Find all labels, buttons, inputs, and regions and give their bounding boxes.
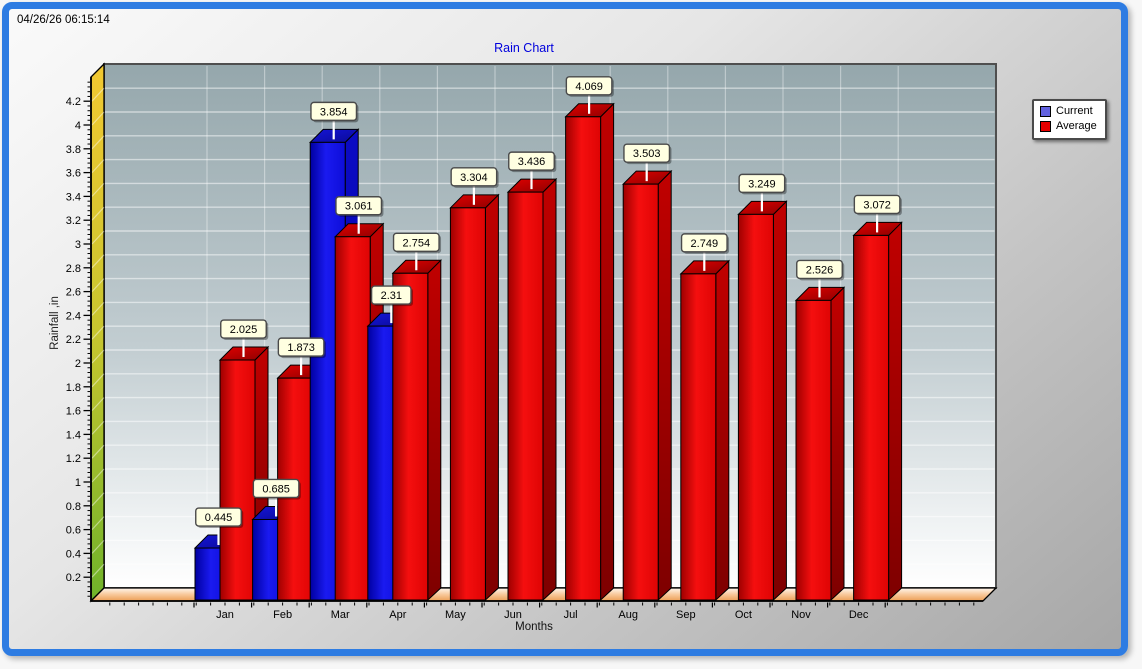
rain-chart-canvas: 0.2 0.4 0.6 0.8 1 1.2 1.4 1.6 1.8 2 2.2 2.4 2.6 2.8 3 3… — [66, 62, 998, 621]
axes — [83, 77, 983, 608]
bar-average-dec — [852, 221, 903, 602]
y-tick-label: 1.2 — [66, 453, 81, 465]
timestamp: 04/26/26 06:15:14 — [17, 14, 110, 26]
bar-average-jun — [506, 177, 558, 602]
value-label: 2.31 — [381, 290, 402, 302]
value-label: 3.072 — [863, 199, 891, 211]
y-tick-label: 4.2 — [66, 96, 81, 108]
value-callout-average-aug: 3.503 — [623, 143, 672, 182]
x-tick-label-jan: Jan — [216, 609, 234, 621]
value-label: 0.685 — [262, 483, 290, 495]
y-tick-label: 2.8 — [66, 263, 81, 275]
value-callout-average-oct: 3.249 — [738, 173, 787, 212]
x-tick-label-mar: Mar — [331, 609, 350, 621]
bar-average-oct — [737, 200, 788, 602]
x-tick-label-jul: Jul — [564, 609, 578, 621]
value-label: 2.526 — [806, 264, 834, 276]
value-label: 1.873 — [287, 342, 315, 354]
y-tick-label: 0.4 — [66, 548, 81, 560]
value-callout-average-mar: 3.061 — [335, 196, 384, 234]
value-callout-average-jul: 4.069 — [565, 76, 614, 114]
x-tick-label-aug: Aug — [618, 609, 638, 621]
value-label: 3.061 — [345, 201, 373, 213]
value-callout-average-sep: 2.749 — [680, 233, 730, 271]
value-callout-average-feb: 1.873 — [277, 337, 326, 376]
bar-average-mar — [333, 222, 385, 602]
bars — [193, 102, 903, 602]
x-tick-label-sep: Sep — [676, 609, 696, 621]
value-label: 0.445 — [205, 512, 233, 524]
y-tick-label: 1.6 — [66, 406, 81, 418]
y-tick-label: 3.2 — [66, 215, 81, 227]
value-label: 2.749 — [691, 238, 719, 250]
y-tick-label: 2.4 — [66, 310, 81, 322]
x-tick-label-nov: Nov — [791, 609, 811, 621]
value-callout-current-feb: 0.685 — [252, 478, 301, 517]
value-callout-average-nov: 2.526 — [796, 259, 845, 298]
chart-title: Rain Chart — [494, 41, 554, 55]
bar-average-may — [449, 193, 500, 602]
value-callout-current-jan: 0.445 — [195, 507, 244, 546]
value-label: 3.854 — [320, 106, 348, 118]
legend-swatch-current — [1040, 106, 1051, 117]
x-axis-title: Months — [515, 621, 553, 633]
value-callout-average-apr: 2.754 — [392, 232, 442, 271]
bar-average-jul — [564, 102, 615, 602]
bar-average-apr — [391, 259, 443, 602]
value-callout-current-apr: 2.31 — [370, 285, 413, 324]
x-tick-label-apr: Apr — [389, 609, 406, 621]
value-label: 3.249 — [748, 178, 776, 190]
y-tick-label: 3.4 — [66, 191, 81, 203]
legend-item-average: Average — [1040, 119, 1097, 134]
y-tick-label: 1 — [75, 477, 81, 489]
axis-tick-labels: 0.2 0.4 0.6 0.8 1 1.2 1.4 1.6 1.8 2 2.2 2.4 2.6 2.8 3 3… — [66, 96, 869, 621]
value-label: 2.754 — [403, 237, 431, 249]
y-tick-label: 0.6 — [66, 525, 81, 537]
x-tick-label-feb: Feb — [273, 609, 292, 621]
value-callout-average-may: 3.304 — [450, 167, 499, 205]
value-callout-average-jan: 2.025 — [220, 319, 269, 358]
y-tick-label: 1.4 — [66, 429, 81, 441]
y-tick-label: 4 — [75, 120, 81, 132]
value-callouts: 0.445 2.025 0.685 1.873 3.854 3.061 2.31 2.754 3… — [195, 76, 902, 546]
y-tick-label: 3.6 — [66, 168, 81, 180]
legend: Current Average — [1032, 99, 1107, 140]
y-tick-label: 0.8 — [66, 501, 81, 513]
value-callout-current-mar: 3.854 — [310, 101, 359, 140]
y-tick-label: 3.8 — [66, 144, 81, 156]
legend-swatch-average — [1040, 121, 1051, 132]
chart-window-frame: 04/26/26 06:15:14 — [2, 2, 1128, 656]
y-axis-title: Rainfall ,in — [49, 296, 61, 350]
value-callout-average-dec: 3.072 — [853, 194, 902, 233]
value-label: 2.025 — [230, 324, 258, 336]
value-label: 3.304 — [460, 172, 488, 184]
legend-label-current: Current — [1056, 105, 1093, 117]
x-tick-label-oct: Oct — [735, 609, 752, 621]
bar-average-aug — [621, 169, 673, 602]
y-tick-label: 2.6 — [66, 287, 81, 299]
value-label: 3.503 — [633, 148, 661, 160]
value-callout-average-jun: 3.436 — [508, 151, 557, 190]
bar-average-sep — [679, 259, 731, 602]
y-tick-label: 3 — [75, 239, 81, 251]
y-tick-label: 1.8 — [66, 382, 81, 394]
legend-label-average: Average — [1056, 120, 1097, 132]
value-label: 4.069 — [575, 81, 603, 93]
x-tick-label-dec: Dec — [849, 609, 869, 621]
x-tick-label-may: May — [445, 609, 466, 621]
legend-item-current: Current — [1040, 104, 1097, 119]
y-tick-label: 2 — [75, 358, 81, 370]
value-label: 3.436 — [518, 156, 546, 168]
x-tick-label-jun: Jun — [504, 609, 522, 621]
y-tick-label: 2.2 — [66, 334, 81, 346]
bar-average-nov — [794, 286, 846, 602]
y-tick-label: 0.2 — [66, 572, 81, 584]
